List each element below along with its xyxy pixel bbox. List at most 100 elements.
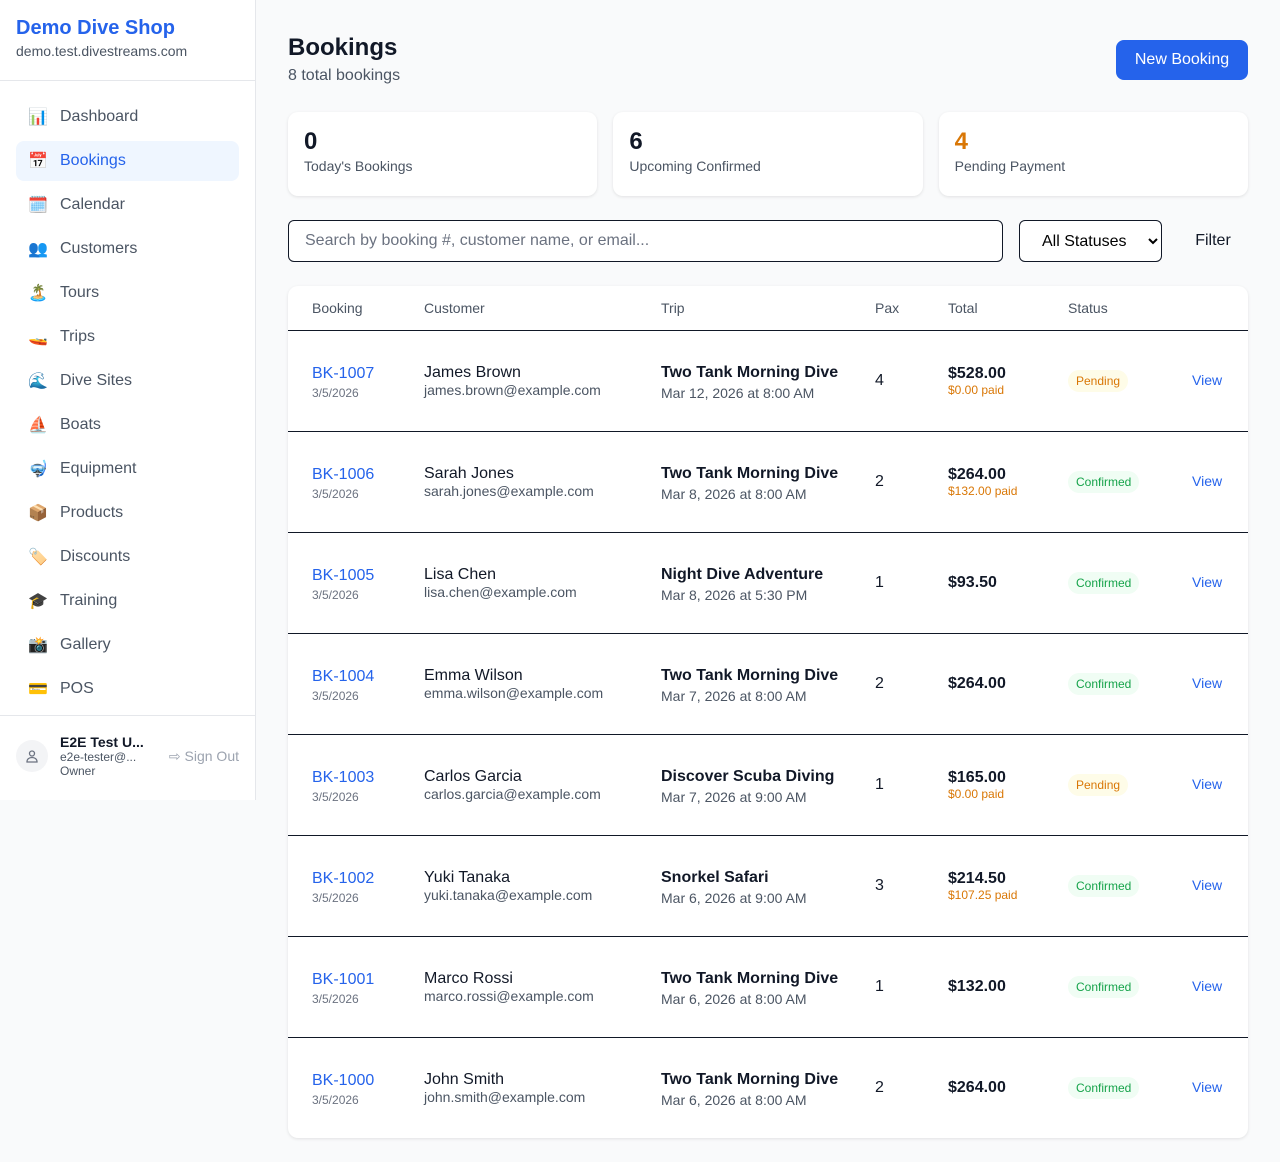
sidebar-item-bookings[interactable]: 📅 Bookings xyxy=(16,141,239,181)
sidebar-item-equipment[interactable]: 🤿 Equipment xyxy=(16,449,239,489)
column-header xyxy=(1192,286,1248,331)
sidebar-item-pos[interactable]: 💳 POS xyxy=(16,669,239,709)
brand: Demo Dive Shop demo.test.divestreams.com xyxy=(0,0,255,81)
booking-link[interactable]: BK-1000 xyxy=(312,1071,375,1089)
island-icon: 🏝️ xyxy=(28,285,48,302)
page-title: Bookings xyxy=(288,34,398,61)
booking-link[interactable]: BK-1005 xyxy=(312,566,375,584)
booking-link[interactable]: BK-1006 xyxy=(312,465,375,483)
stat-label: Today's Bookings xyxy=(304,158,413,174)
booking-link[interactable]: BK-1002 xyxy=(312,869,375,887)
status-select[interactable]: All Statuses xyxy=(1019,220,1162,262)
sidebar-item-label: Discounts xyxy=(60,548,131,565)
pax: 1 xyxy=(875,532,948,634)
stat-label: Upcoming Confirmed xyxy=(629,158,761,174)
sidebar-item-dashboard[interactable]: 📊 Dashboard xyxy=(16,97,239,137)
sidebar-item-dive-sites[interactable]: 🌊 Dive Sites xyxy=(16,361,239,401)
booking-link[interactable]: BK-1003 xyxy=(312,768,375,786)
trip-time: Mar 6, 2026 at 8:00 AM xyxy=(661,990,807,1007)
pax: 2 xyxy=(875,431,948,533)
view-link[interactable]: View xyxy=(1192,573,1223,590)
sidebar-item-label: Dashboard xyxy=(60,108,139,125)
column-header: Pax xyxy=(875,286,948,331)
view-link[interactable]: View xyxy=(1192,371,1223,388)
booking-date: 3/5/2026 xyxy=(312,991,359,1006)
sidebar: Demo Dive Shop demo.test.divestreams.com… xyxy=(0,0,256,800)
paid-amount: $0.00 paid xyxy=(948,382,1005,397)
logout-icon: ⇨ xyxy=(168,747,181,764)
view-link[interactable]: View xyxy=(1192,775,1223,792)
total: $528.00 xyxy=(948,364,1006,382)
booking-link[interactable]: BK-1001 xyxy=(312,970,375,988)
users-icon: 👥 xyxy=(28,241,48,258)
paid-amount: $132.00 paid xyxy=(948,483,1018,498)
view-link[interactable]: View xyxy=(1192,674,1223,691)
sidebar-item-products[interactable]: 📦 Products xyxy=(16,493,239,533)
trip-name: Discover Scuba Diving xyxy=(661,767,835,785)
new-booking-button[interactable]: New Booking xyxy=(1116,40,1248,80)
customer-name: Carlos Garcia xyxy=(424,767,522,785)
pax: 3 xyxy=(875,835,948,937)
trip-name: Two Tank Morning Dive xyxy=(661,464,839,482)
sidebar-item-label: Calendar xyxy=(60,196,125,213)
search-input[interactable] xyxy=(288,220,1003,262)
booking-link[interactable]: BK-1007 xyxy=(312,364,375,382)
customer-name: James Brown xyxy=(424,363,521,381)
sidebar-item-trips[interactable]: 🚤 Trips xyxy=(16,317,239,357)
sidebar-item-boats[interactable]: ⛵ Boats xyxy=(16,405,239,445)
column-header: Status xyxy=(1068,286,1192,331)
pax: 1 xyxy=(875,734,948,836)
boat-icon: 🚤 xyxy=(28,329,48,346)
view-link[interactable]: View xyxy=(1192,472,1223,489)
wave-icon: 🌊 xyxy=(28,373,48,390)
booking-date: 3/5/2026 xyxy=(312,688,359,703)
customer-email: marco.rossi@example.com xyxy=(424,987,594,1004)
sidebar-item-discounts[interactable]: 🏷️ Discounts xyxy=(16,537,239,577)
sidebar-item-tours[interactable]: 🏝️ Tours xyxy=(16,273,239,313)
stat-card: 6 Upcoming Confirmed xyxy=(613,112,923,196)
trip-name: Snorkel Safari xyxy=(661,868,769,886)
sidebar-item-customers[interactable]: 👥 Customers xyxy=(16,229,239,269)
page-subtitle: 8 total bookings xyxy=(288,67,401,84)
view-link[interactable]: View xyxy=(1192,1078,1223,1095)
table-row: BK-1004 3/5/2026 Emma Wilson emma.wilson@e… xyxy=(288,633,1248,735)
bookings-table: Booking Customer Trip Pax Total Status BK-100… xyxy=(288,286,1248,1138)
total: $264.00 xyxy=(948,674,1006,692)
user-role: Owner xyxy=(60,764,96,778)
booking-date: 3/5/2026 xyxy=(312,1092,359,1107)
booking-link[interactable]: BK-1004 xyxy=(312,667,375,685)
sidebar-item-calendar[interactable]: 🗓️ Calendar xyxy=(16,185,239,225)
trip-time: Mar 8, 2026 at 8:00 AM xyxy=(661,485,807,502)
table-row: BK-1003 3/5/2026 Carlos Garcia carlos.garc… xyxy=(288,734,1248,836)
table-row: BK-1000 3/5/2026 John Smith john.smith@exa… xyxy=(288,1037,1248,1138)
column-header: Customer xyxy=(424,286,661,331)
calendar-icon: 📅 xyxy=(28,153,48,170)
trip-name: Night Dive Adventure xyxy=(661,565,824,583)
sidebar-item-label: Gallery xyxy=(60,636,111,653)
sailboat-icon: ⛵ xyxy=(28,417,48,434)
status-badge: Confirmed xyxy=(1068,874,1140,897)
customer-name: Yuki Tanaka xyxy=(424,868,510,886)
customer-email: carlos.garcia@example.com xyxy=(424,785,601,802)
status-badge: Confirmed xyxy=(1068,672,1140,695)
table-row: BK-1005 3/5/2026 Lisa Chen lisa.chen@examp… xyxy=(288,532,1248,634)
shop-domain: demo.test.divestreams.com xyxy=(16,43,188,59)
view-link[interactable]: View xyxy=(1192,977,1223,994)
trip-name: Two Tank Morning Dive xyxy=(661,666,839,684)
trip-name: Two Tank Morning Dive xyxy=(661,1070,839,1088)
total: $264.00 xyxy=(948,1078,1006,1096)
sidebar-item-gallery[interactable]: 📸 Gallery xyxy=(16,625,239,665)
trip-name: Two Tank Morning Dive xyxy=(661,969,839,987)
user-icon xyxy=(16,740,48,772)
sidebar-item-training[interactable]: 🎓 Training xyxy=(16,581,239,621)
view-link[interactable]: View xyxy=(1192,876,1223,893)
status-badge: Pending xyxy=(1068,773,1129,796)
sidebar-item-label: Training xyxy=(60,592,118,609)
diving-mask-icon: 🤿 xyxy=(28,461,48,478)
sidebar-item-label: Dive Sites xyxy=(60,372,133,389)
table-row: BK-1006 3/5/2026 Sarah Jones sarah.jones@e… xyxy=(288,431,1248,533)
table-row: BK-1001 3/5/2026 Marco Rossi marco.rossi@e… xyxy=(288,936,1248,1038)
stat-card: 0 Today's Bookings xyxy=(288,112,598,196)
sign-out-button[interactable]: ⇨ Sign Out xyxy=(169,748,239,765)
filter-button[interactable]: Filter xyxy=(1178,220,1248,262)
